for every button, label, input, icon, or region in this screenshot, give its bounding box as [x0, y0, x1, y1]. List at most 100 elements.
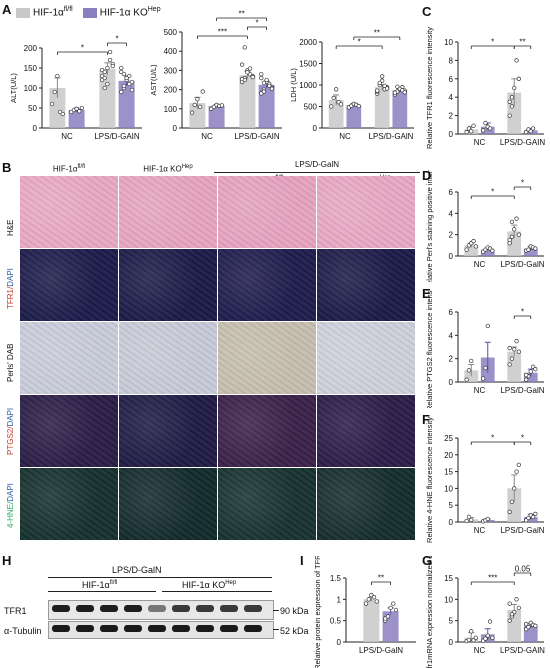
micro-row-text: Perls' DAB [6, 343, 15, 382]
wb-band-tfr1 [52, 605, 70, 612]
data-point [487, 126, 493, 131]
category-label: LPS/D-GAlN [500, 646, 545, 655]
alt-chart: 0 50 100 150 200 ALT(U/L) NC LPS/D-GAIN * * [9, 35, 142, 141]
wb-group1-text: HIF-1α [82, 580, 110, 590]
micrograph-tile [317, 468, 415, 540]
data-point [524, 372, 529, 378]
data-point [124, 75, 129, 81]
significance-label: * [115, 35, 118, 44]
y-tick-label: 25 [444, 434, 453, 443]
data-point [192, 102, 197, 108]
data-point [107, 49, 113, 55]
data-point [464, 518, 469, 524]
data-point [356, 103, 361, 109]
wb-band-tfr1 [100, 605, 118, 612]
bar [480, 126, 495, 134]
y-tick-label: 6 [449, 188, 454, 197]
data-point [239, 62, 245, 67]
micro-col-text: HIF-1α [52, 164, 78, 174]
wb-group2-line [162, 591, 272, 592]
data-point [524, 621, 529, 627]
micrograph-tile [317, 249, 415, 321]
micrograph-tile [218, 395, 316, 467]
data-point [507, 601, 512, 606]
data-point [514, 58, 519, 63]
data-point [247, 66, 253, 71]
data-point [487, 619, 493, 624]
category-label: NC [201, 132, 213, 141]
panel-label-g: G [422, 553, 433, 568]
data-point [485, 323, 490, 329]
wb-band-tfr1 [244, 605, 262, 612]
data-point [509, 95, 515, 100]
data-point [507, 618, 512, 623]
y-tick-label: 0 [449, 252, 454, 261]
micrograph-tile [20, 322, 118, 394]
data-point [329, 104, 334, 109]
significance-label: * [491, 434, 494, 443]
wb-band-tubulin [124, 625, 142, 632]
bar [374, 87, 390, 128]
data-point [516, 76, 521, 81]
significance-label: * [491, 188, 494, 197]
micro-row-text: TFR1/ [6, 286, 15, 309]
y-tick-label: 150 [24, 64, 38, 73]
category-label: LPS/D-GAlN [369, 132, 414, 141]
data-point [530, 126, 536, 131]
data-point [366, 597, 371, 602]
y-tick-label: 2000 [299, 38, 317, 47]
data-point [392, 90, 398, 95]
data-point [189, 110, 195, 115]
y-tick-label: 6 [449, 308, 454, 317]
micro-col-label: HIF-1α KOHep [119, 164, 217, 174]
significance-label: * [255, 19, 258, 28]
wb-band-tubulin [76, 625, 94, 632]
y-axis-label: Relative TFR1 fluorescence intensity [425, 27, 434, 149]
data-point [514, 216, 519, 221]
category-label: LPS/D-GAIN [500, 138, 546, 147]
data-point [129, 87, 135, 93]
data-point [79, 105, 85, 111]
legend-sup-wt: fl/fl [63, 6, 73, 13]
panel-label-b: B [2, 160, 12, 175]
wb-band-tfr1 [76, 605, 94, 612]
legend-label-wt: HIF-1α [33, 7, 64, 19]
data-point [250, 74, 255, 80]
data-point [242, 45, 247, 50]
data-point [507, 362, 512, 367]
scale-bar [26, 541, 40, 543]
data-point [526, 624, 531, 630]
significance-label: * [521, 308, 524, 317]
y-tick-label: 200 [164, 86, 178, 95]
micrograph-tile [218, 322, 316, 394]
data-point [469, 358, 474, 364]
data-point [74, 106, 79, 111]
data-point [471, 123, 476, 128]
data-point [471, 638, 476, 643]
data-point [385, 614, 391, 619]
hne-chart: 0 5 10 15 20 25 Relative 4-HNE fluorescence in… [425, 417, 545, 543]
y-tick-label: 0 [337, 638, 342, 647]
micrograph-tile [119, 322, 217, 394]
data-point [512, 347, 517, 352]
bar [523, 372, 538, 382]
data-point [49, 101, 55, 107]
y-tick-label: 300 [164, 66, 178, 75]
bar [99, 68, 116, 128]
wb-band-tubulin [148, 625, 166, 632]
y-tick-label: 4 [449, 209, 454, 218]
data-point [110, 63, 115, 69]
micro-row-label: TFR1/DAPI [6, 268, 15, 309]
micrograph-tile [218, 176, 316, 248]
wb-band-tfr1 [148, 605, 166, 612]
category-label: LPS/D-GalN [359, 646, 403, 655]
data-point [261, 89, 267, 94]
category-label: NC [474, 526, 486, 535]
y-tick-label: 0 [449, 518, 454, 527]
y-tick-label: 10 [444, 484, 453, 493]
data-point [363, 601, 369, 606]
legend-swatch-wt [16, 7, 30, 18]
data-point [516, 605, 521, 611]
data-point [99, 67, 105, 73]
y-tick-label: 0 [313, 124, 318, 133]
